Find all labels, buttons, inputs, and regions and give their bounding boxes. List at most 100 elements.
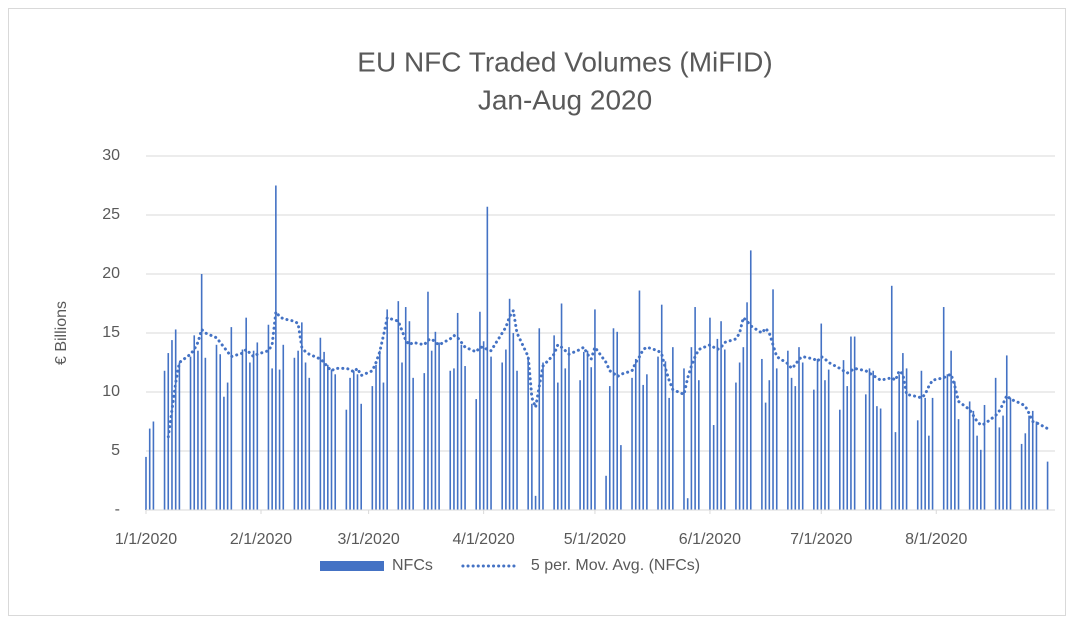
chart-title: EU NFC Traded Volumes (MiFID) — [357, 46, 772, 77]
bar — [924, 397, 926, 510]
bar — [905, 368, 908, 510]
bar — [846, 386, 849, 510]
bar — [1020, 443, 1023, 510]
bar — [560, 303, 563, 510]
bar — [876, 406, 878, 510]
bar — [772, 289, 774, 510]
bar — [449, 370, 452, 510]
bar — [349, 377, 351, 510]
bar — [219, 354, 222, 510]
bar — [594, 309, 596, 510]
bar — [1024, 433, 1027, 510]
bar — [538, 328, 541, 510]
bar — [434, 331, 437, 510]
bar — [1028, 415, 1030, 510]
bar — [171, 340, 173, 510]
bar — [1031, 410, 1034, 510]
bar — [204, 357, 207, 510]
legend-swatch — [320, 561, 384, 571]
legend-label: NFCs — [392, 557, 433, 574]
bar — [200, 274, 203, 510]
bar — [531, 403, 533, 510]
bar — [408, 321, 411, 510]
bar — [672, 347, 674, 510]
bar — [308, 377, 311, 510]
x-tick-label: 2/1/2020 — [230, 531, 292, 548]
bar — [282, 344, 285, 510]
x-tick-label: 7/1/2020 — [790, 531, 852, 548]
bar — [352, 370, 355, 510]
bar — [723, 349, 726, 510]
bar — [304, 362, 307, 510]
bar — [916, 420, 919, 510]
bar — [801, 362, 804, 510]
bar — [345, 409, 348, 510]
bar — [148, 428, 151, 510]
bar — [820, 323, 823, 510]
bar — [319, 337, 322, 510]
bar — [827, 369, 830, 510]
bar — [323, 351, 325, 510]
bar — [816, 358, 819, 510]
chart-frame — [8, 8, 1066, 616]
bar — [946, 374, 949, 510]
bar — [223, 396, 225, 510]
bar — [864, 394, 867, 510]
bar — [401, 362, 403, 510]
bar — [382, 382, 385, 510]
bar — [1046, 461, 1049, 510]
bar — [275, 185, 277, 510]
x-tick-label: 5/1/2020 — [564, 531, 626, 548]
bar — [642, 384, 644, 510]
bar — [976, 435, 978, 510]
bar — [631, 377, 633, 510]
bar — [557, 382, 559, 510]
bar — [712, 425, 715, 510]
bar — [360, 403, 362, 510]
bar — [438, 342, 440, 510]
bar — [456, 312, 459, 510]
bar — [1005, 355, 1008, 510]
y-tick-label: - — [115, 501, 120, 518]
bar — [968, 401, 971, 510]
bar — [256, 342, 259, 510]
bar — [950, 350, 952, 510]
bar — [931, 397, 934, 510]
bar — [453, 368, 455, 510]
bar — [690, 347, 693, 510]
x-tick-label: 1/1/2020 — [115, 531, 177, 548]
bar — [1035, 421, 1038, 510]
bar — [894, 432, 897, 510]
bar — [152, 421, 155, 510]
bar — [1002, 415, 1004, 510]
bar — [813, 389, 815, 510]
legend-label: 5 per. Mov. Avg. (NFCs) — [531, 557, 700, 574]
bar — [516, 370, 518, 510]
bar — [738, 362, 741, 510]
bar — [735, 382, 737, 510]
y-tick-label: 15 — [102, 324, 120, 341]
x-tick-label: 6/1/2020 — [679, 531, 741, 548]
bar — [798, 347, 800, 510]
bar — [902, 353, 904, 510]
y-tick-label: 10 — [102, 383, 120, 400]
bar — [553, 335, 555, 510]
bar — [928, 435, 930, 510]
bar — [226, 382, 229, 510]
bar — [249, 362, 251, 510]
bar — [378, 350, 381, 510]
bar — [994, 377, 997, 510]
bar — [775, 368, 778, 510]
bar — [512, 333, 515, 510]
bar — [742, 347, 745, 510]
bar — [616, 331, 618, 510]
bar — [301, 322, 303, 510]
bar — [568, 347, 570, 510]
bar — [145, 456, 147, 510]
bar — [371, 386, 374, 510]
bar — [564, 368, 567, 510]
bar — [608, 386, 611, 510]
bar — [660, 304, 663, 510]
bar — [163, 370, 166, 510]
